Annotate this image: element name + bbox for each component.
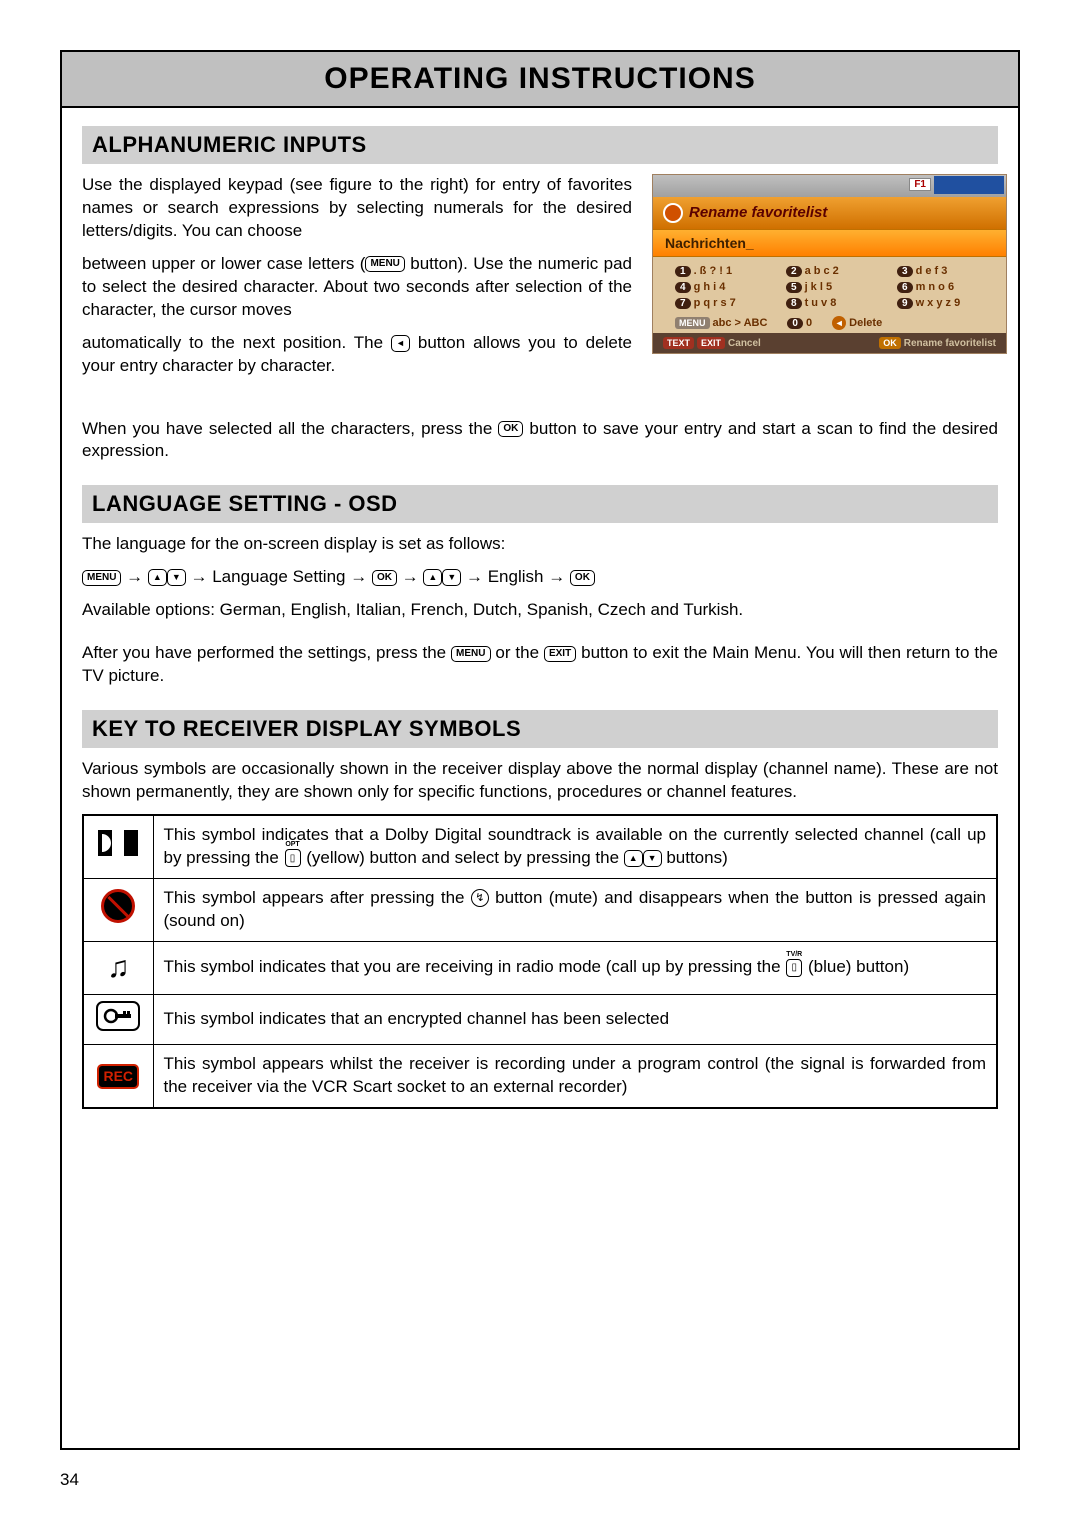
lang-p1: The language for the on-screen display i…	[82, 533, 998, 556]
symbols-table: This symbol indicates that a Dolby Digit…	[82, 814, 998, 1109]
nav-language-setting: Language Setting	[212, 567, 345, 586]
figure-title-text: Rename favoritelist	[689, 204, 827, 221]
rec-icon: REC	[97, 1064, 139, 1089]
key-8: 8t u v 8	[786, 297, 885, 309]
down-arrow-icon	[643, 850, 662, 867]
page-title: OPERATING INSTRUCTIONS	[62, 62, 1018, 96]
key-3: 3d e f 3	[897, 265, 996, 277]
title-bar: OPERATING INSTRUCTIONS	[62, 52, 1018, 108]
mute-icon-cell	[83, 878, 153, 941]
f1-indicator: F1	[909, 178, 931, 191]
nav-english: English	[488, 567, 544, 586]
page-number: 34	[60, 1470, 1020, 1490]
section-header-lang: LANGUAGE SETTING - OSD	[82, 485, 998, 523]
figure-bottom-bar: TEXTEXITCancel OKRename favoritelist	[653, 333, 1006, 353]
menu-case: MENUabc > ABC	[675, 317, 767, 329]
dolby-icon-cell	[83, 815, 153, 878]
key-1: 1. ß ? ! 1	[675, 265, 774, 277]
content-area: ALPHANUMERIC INPUTS Use the displayed ke…	[62, 108, 1018, 1119]
key-6: 6m n o 6	[897, 281, 996, 293]
mute-button-icon	[471, 889, 489, 907]
power-icon	[663, 203, 683, 223]
alpha-p1: Use the displayed keypad (see figure to …	[82, 174, 632, 243]
key-4: 4g h i 4	[675, 281, 774, 293]
lock-icon-cell	[83, 995, 153, 1045]
table-row: REC This symbol appears whilst the recei…	[83, 1045, 997, 1108]
alpha-text-col: Use the displayed keypad (see figure to …	[82, 174, 632, 388]
alpha-row: Use the displayed keypad (see figure to …	[82, 174, 998, 388]
key-5: 5j k l 5	[786, 281, 885, 293]
dolby-icon	[96, 828, 140, 858]
down-arrow-icon	[442, 569, 461, 586]
section-header-symbols: KEY TO RECEIVER DISPLAY SYMBOLS	[82, 710, 998, 748]
menu-button-icon: MENU	[82, 570, 121, 586]
ok-button-icon: OK	[570, 570, 595, 586]
radio-icon: ♫	[107, 948, 130, 989]
rec-desc: This symbol appears whilst the receiver …	[153, 1045, 997, 1108]
keypad-grid: 1. ß ? ! 1 2a b c 2 3d e f 3 4g h i 4 5j…	[653, 257, 1006, 313]
tvr-button-icon: TV/R▯	[786, 959, 802, 977]
section-header-alpha: ALPHANUMERIC INPUTS	[82, 126, 998, 164]
delete-key: ◄Delete	[832, 316, 882, 330]
radio-icon-cell: ♫	[83, 941, 153, 995]
table-row: ♫ This symbol indicates that you are rec…	[83, 941, 997, 995]
left-arrow-icon	[391, 335, 410, 352]
figure-menu-row: MENUabc > ABC 0 0 ◄Delete	[653, 313, 1006, 333]
menu-button-icon: MENU	[365, 256, 404, 272]
lang-p3b: or the	[491, 643, 544, 662]
menu-button-icon: MENU	[451, 646, 490, 662]
dolby-desc: This symbol indicates that a Dolby Digit…	[153, 815, 997, 878]
lang-p3a: After you have performed the settings, p…	[82, 643, 451, 662]
key-7: 7p q r s 7	[675, 297, 774, 309]
figure-input-value: Nachrichten_	[653, 229, 1006, 257]
alpha-p4a: When you have selected all the character…	[82, 419, 498, 438]
figure-blue-box	[934, 176, 1004, 194]
page-frame: OPERATING INSTRUCTIONS ALPHANUMERIC INPU…	[60, 50, 1020, 1450]
keypad-figure: F1 Rename favoritelist Nachrichten_ 1. ß…	[652, 174, 1007, 354]
exit-button-icon: EXIT	[544, 646, 576, 662]
radio-desc: This symbol indicates that you are recei…	[153, 941, 997, 995]
lang-p2: Available options: German, English, Ital…	[82, 599, 998, 622]
down-arrow-icon	[167, 569, 186, 586]
up-arrow-icon	[423, 569, 442, 586]
alpha-p4: When you have selected all the character…	[82, 418, 998, 464]
key-9: 9w x y z 9	[897, 297, 996, 309]
mute-icon	[101, 889, 135, 923]
up-arrow-icon	[148, 569, 167, 586]
ok-button-icon: OK	[372, 570, 397, 586]
alpha-p3a: automatically to the next position. The	[82, 333, 391, 352]
key-2: 2a b c 2	[786, 265, 885, 277]
figure-cancel: TEXTEXITCancel	[663, 337, 761, 349]
rec-icon-cell: REC	[83, 1045, 153, 1108]
opt-button-icon: OPT▯	[285, 849, 301, 867]
mute-desc: This symbol appears after pressing the b…	[153, 878, 997, 941]
table-row: This symbol indicates that an encrypted …	[83, 995, 997, 1045]
key-0: 0 0	[787, 317, 812, 329]
ok-button-icon: OK	[498, 421, 523, 437]
lang-p3: After you have performed the settings, p…	[82, 642, 998, 688]
alpha-p3: automatically to the next position. The …	[82, 332, 632, 378]
alpha-p2: between upper or lower case letters (MEN…	[82, 253, 632, 322]
figure-title: Rename favoritelist	[653, 197, 1006, 229]
figure-rename: OKRename favoritelist	[879, 337, 996, 349]
alpha-p2a: between upper or lower case letters (	[82, 254, 365, 273]
table-row: This symbol appears after pressing the b…	[83, 878, 997, 941]
up-arrow-icon	[624, 850, 643, 867]
lang-nav: MENU → → Language Setting → OK → → Engli…	[82, 566, 998, 589]
symbols-intro: Various symbols are occasionally shown i…	[82, 758, 998, 804]
lock-desc: This symbol indicates that an encrypted …	[153, 995, 997, 1045]
table-row: This symbol indicates that a Dolby Digit…	[83, 815, 997, 878]
figure-top-bar: F1	[653, 175, 1006, 197]
lock-icon	[96, 1001, 140, 1031]
